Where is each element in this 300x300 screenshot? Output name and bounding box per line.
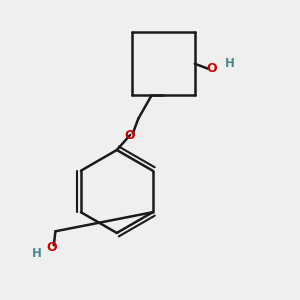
Text: H: H [32, 247, 42, 260]
Text: O: O [206, 62, 217, 75]
Text: H: H [225, 57, 235, 70]
Text: O: O [47, 242, 57, 254]
Text: O: O [125, 129, 135, 142]
